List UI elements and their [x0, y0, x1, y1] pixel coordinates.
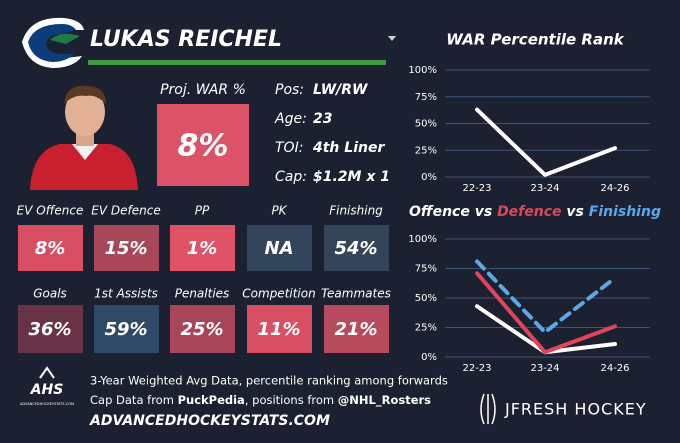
charts: WAR Percentile Rank 0% 25% 50% 75% 100% 22-23 2… — [408, 31, 661, 375]
stat-label: PK — [271, 204, 287, 218]
stat-value: 59% — [104, 319, 147, 340]
stat-label: 1st Assists — [94, 287, 158, 301]
x-tick-label: 24-26 — [600, 363, 629, 374]
stat-tile — [247, 305, 312, 353]
stat-value: 36% — [28, 319, 71, 340]
stat-value: 11% — [257, 319, 300, 340]
stat-value: 54% — [334, 238, 377, 259]
player-info: Pos: LW/RW Age: 23 TOI: 4th Liner Cap: $1.2M x … — [274, 82, 390, 185]
y-tick-label: 25% — [415, 145, 437, 156]
stat-label: Penalties — [175, 287, 230, 301]
dropdown-icon[interactable] — [388, 36, 396, 41]
x-tick-label: 22-23 — [462, 363, 491, 374]
stat-label: EV Defence — [91, 204, 160, 218]
credit-text: Cap Data from — [90, 393, 178, 407]
stat-label: EV Offence — [17, 204, 84, 218]
ahs-logo: AHS ADVANCEDHOCKEYSTATS.COM — [20, 366, 74, 406]
stat-value: 21% — [334, 319, 377, 340]
info-value: 23 — [313, 111, 332, 127]
y-tick-label: 75% — [415, 92, 437, 103]
y-tick-label: 50% — [415, 293, 437, 304]
stat-tile — [170, 305, 235, 353]
stat-tile — [324, 225, 389, 271]
stat-value: 15% — [104, 238, 147, 259]
ahs-logo-text: AHS — [30, 382, 64, 398]
stat-tiles: EV Offence 8% EV Defence 15% PP 1% PK NA Finishi… — [17, 204, 391, 353]
line-series — [475, 271, 617, 355]
proj-war-tile — [157, 104, 249, 186]
stat-tile — [170, 225, 235, 271]
footer-note: 3-Year Weighted Avg Data, percentile ran… — [90, 374, 448, 388]
proj-war-value: 8% — [178, 129, 229, 164]
line-series — [475, 259, 617, 335]
y-tick-label: 100% — [408, 234, 437, 245]
stat-tile — [18, 225, 83, 271]
stat-label: Goals — [33, 287, 67, 301]
brand-logo — [480, 393, 496, 425]
stat-label: Teammates — [321, 287, 391, 301]
info-label: Age: — [274, 111, 307, 127]
stat-tile — [94, 225, 159, 271]
footer-site: ADVANCEDHOCKEYSTATS.COM — [89, 413, 330, 429]
chart-legend-title: Offence vs Defence vs Finishing — [409, 204, 661, 220]
info-label: TOI: — [275, 140, 303, 156]
legend-entry: Finishing — [589, 204, 661, 220]
legend-separator: vs — [566, 204, 583, 220]
info-label: Pos: — [275, 82, 304, 98]
stat-label: Finishing — [329, 204, 383, 218]
line-series — [475, 107, 617, 177]
stat-tile — [94, 305, 159, 353]
stat-tile — [247, 225, 312, 271]
y-tick-label: 100% — [408, 65, 437, 76]
stat-value: 8% — [35, 238, 66, 259]
player-photo — [30, 85, 138, 190]
stat-tile — [18, 305, 83, 353]
x-tick-label: 23-24 — [530, 363, 559, 374]
x-tick-label: 23-24 — [530, 183, 559, 194]
ahs-logo-sub: ADVANCEDHOCKEYSTATS.COM — [20, 402, 74, 406]
info-value: $1.2M x 1 — [313, 169, 390, 185]
x-tick-label: 22-23 — [462, 183, 491, 194]
footer-credits: Cap Data from PuckPedia, positions from … — [90, 393, 431, 408]
stat-tile — [324, 305, 389, 353]
info-label: Cap: — [275, 169, 307, 185]
y-tick-label: 0% — [421, 352, 437, 363]
credit-text: , positions from — [245, 393, 338, 407]
y-tick-label: 0% — [421, 172, 437, 183]
stat-label: Competition — [242, 287, 315, 301]
y-tick-label: 75% — [415, 264, 437, 275]
info-value: 4th Liner — [312, 140, 385, 156]
y-tick-label: 25% — [415, 323, 437, 334]
player-name: LUKAS REICHEL — [90, 27, 282, 52]
legend-entry: Defence — [497, 204, 561, 220]
credit-source: PuckPedia — [178, 393, 245, 407]
credit-source: @NHL_Rosters — [338, 393, 431, 408]
team-logo — [22, 17, 84, 68]
name-underline — [88, 60, 386, 65]
x-tick-label: 24-26 — [600, 183, 629, 194]
legend-entry: Offence — [409, 204, 470, 220]
stat-value: 1% — [187, 238, 218, 259]
proj-war-label: Proj. WAR % — [160, 82, 246, 98]
brand-name: JFRESH HOCKEY — [504, 400, 647, 419]
stat-value: 25% — [180, 319, 223, 340]
stat-value: NA — [265, 238, 294, 259]
stat-label: PP — [195, 204, 210, 218]
chart-title: WAR Percentile Rank — [446, 31, 624, 49]
info-value: LW/RW — [313, 82, 368, 98]
legend-separator: vs — [475, 204, 492, 220]
y-tick-label: 50% — [415, 119, 437, 130]
